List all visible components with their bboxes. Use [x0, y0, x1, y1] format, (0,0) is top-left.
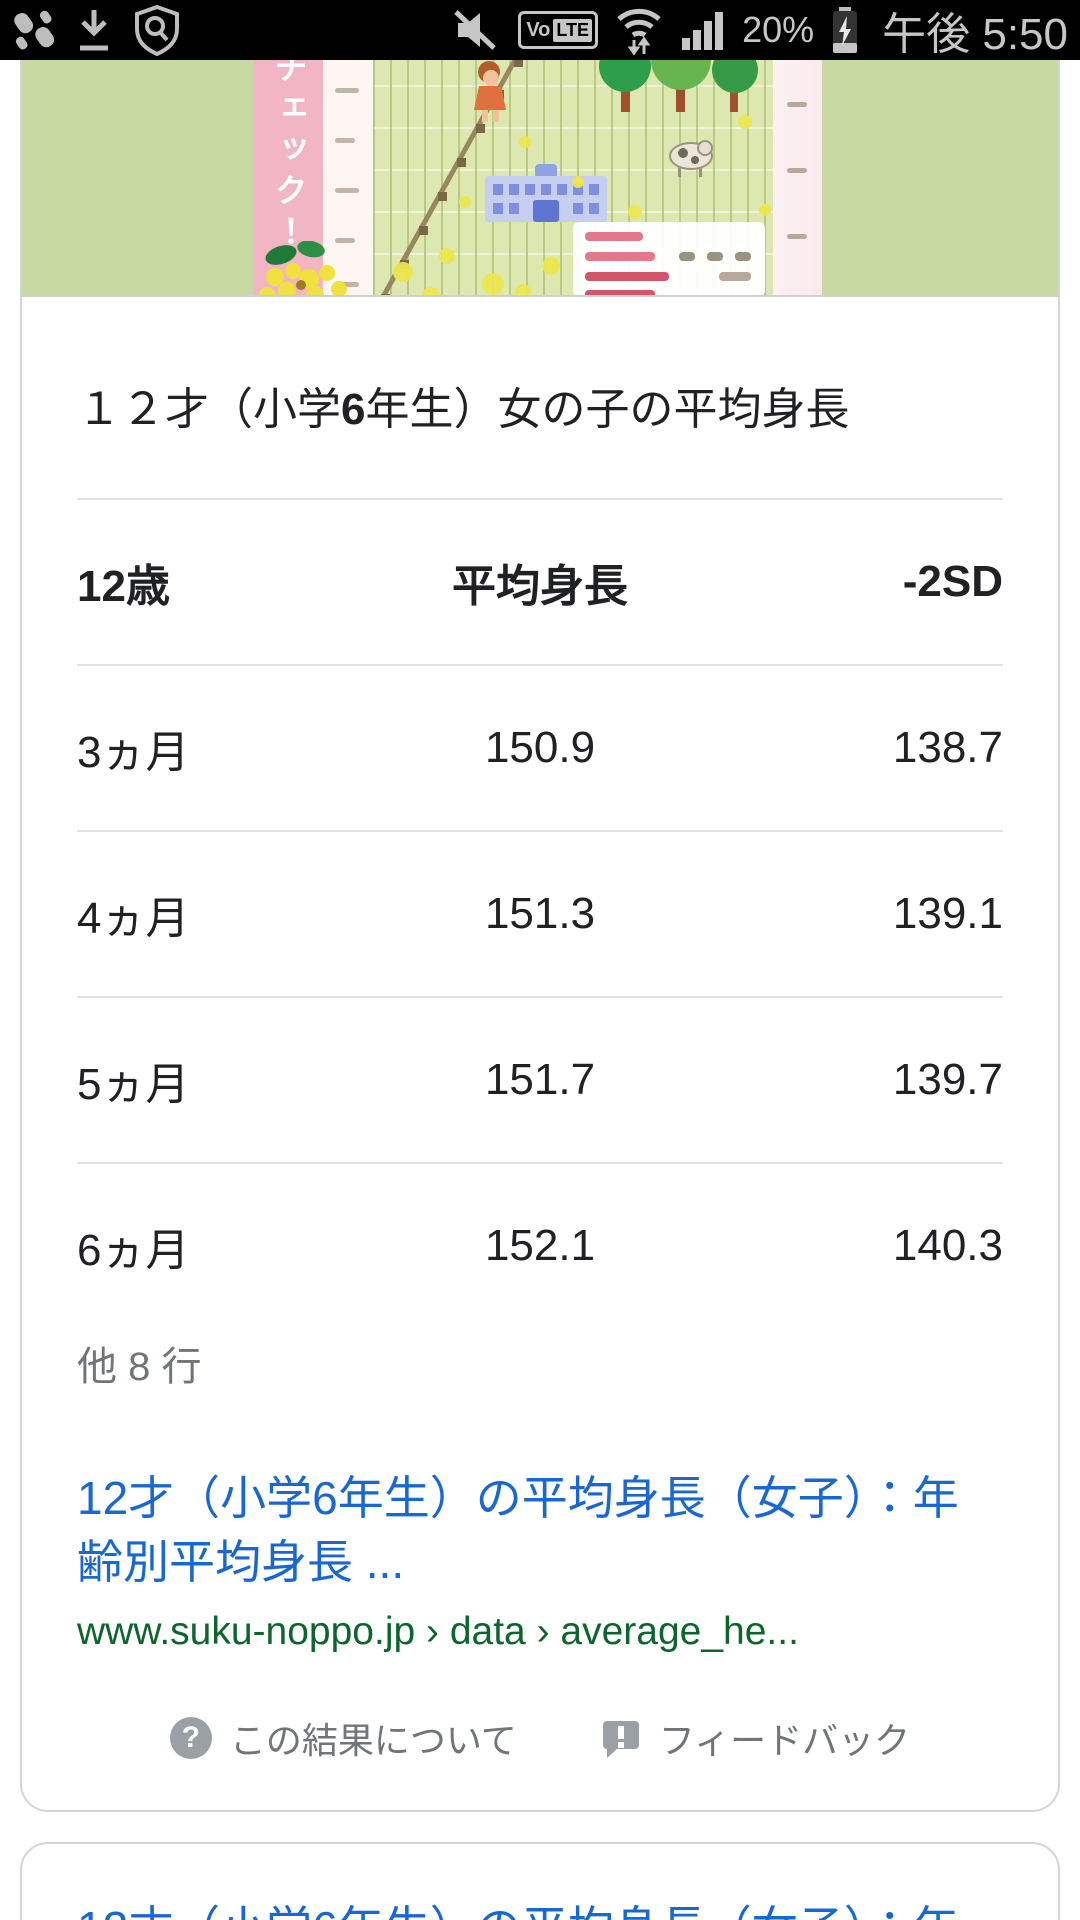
status-bar-left: [12, 4, 182, 56]
info-box: [573, 222, 765, 295]
table-header-average: 平均身長: [451, 562, 628, 612]
table-row: 5ヵ月 151.7 139.7: [77, 997, 1003, 1163]
volte-lte-label: LTE: [553, 18, 593, 42]
featured-snippet-card: チェック！: [20, 60, 1060, 1813]
table-row: 3ヵ月 150.9 138.7: [77, 665, 1003, 831]
help-circle-icon: ?: [169, 1717, 212, 1760]
app-pinwheel-icon: [14, 10, 55, 50]
table-cell-average: 151.7: [484, 1055, 596, 1105]
photo-right-axis: [773, 60, 822, 295]
about-this-result-button[interactable]: ? この結果について: [169, 1712, 517, 1764]
android-status-bar: Vo LTE 20%: [0, 0, 1080, 60]
wifi-arrows-icon: [617, 8, 661, 56]
table-cell-month: 5ヵ月: [77, 1060, 190, 1110]
table-cell-month: 3ヵ月: [77, 728, 190, 778]
feedback-bubble-icon: [602, 1721, 639, 1759]
clock-label: 午後 5:50: [882, 10, 1068, 59]
search-results-page: チェック！: [0, 60, 1080, 1920]
growth-chart-photo: チェック！: [253, 60, 822, 295]
volte-vo-label: Vo: [526, 18, 551, 41]
table-cell-average: 151.3: [484, 889, 596, 939]
table-header-row: 12歳 平均身長 -2SD: [77, 499, 1003, 666]
snippet-title: １２才（小学6年生）女の子の平均身長: [77, 381, 1003, 438]
result-link[interactable]: 12才（小学6年生）の平均身長（女子）：年齢別平均身長・成長曲線一覧 www.s…: [77, 1896, 1003, 1920]
table-header-minus2sd: -2SD: [902, 557, 1003, 607]
table-header-age: 12歳: [77, 562, 170, 612]
table-row: 4ヵ月 151.3 139.1: [77, 831, 1003, 997]
signal-bars-icon: [682, 12, 724, 50]
volte-badge: Vo LTE: [518, 11, 599, 49]
photo-chart-area: [373, 60, 773, 295]
table-cell-minus2sd: 139.7: [892, 1055, 1003, 1105]
organic-result-card: 12才（小学6年生）の平均身長（女子）：年齢別平均身長・成長曲線一覧 www.s…: [20, 1842, 1060, 1920]
battery-charging-icon: [833, 7, 858, 53]
about-this-result-label: この結果について: [229, 1720, 517, 1762]
trees-illustration: [599, 60, 758, 112]
table-cell-average: 150.9: [484, 723, 596, 773]
photo-vertical-caption: チェック！: [270, 60, 307, 255]
height-table: 12歳 平均身長 -2SD 3ヵ月 150.9 138.7 4ヵ月 151.3 …: [77, 498, 1003, 1328]
feedback-button[interactable]: フィードバック: [601, 1712, 910, 1764]
table-cell-minus2sd: 140.3: [892, 1221, 1003, 1271]
table-cell-month: 4ヵ月: [77, 894, 190, 944]
child-figure: [474, 61, 506, 122]
snippet-source-link[interactable]: 12才（小学6年生）の平均身長（女子）：年齢別平均身長 ... www.suku…: [77, 1466, 1003, 1654]
feedback-label: フィードバック: [658, 1720, 911, 1762]
shield-scan-icon: [135, 4, 179, 56]
download-icon: [80, 10, 108, 51]
snippet-link-title[interactable]: 12才（小学6年生）の平均身長（女子）：年齢別平均身長 ...: [77, 1472, 959, 1589]
flowers-illustration: [259, 241, 347, 295]
goat-figure: [669, 140, 713, 177]
photo-left-axis: [323, 60, 373, 295]
snippet-title-part2: 6: [341, 385, 366, 434]
snippet-footer: ? この結果について フィードバック: [77, 1712, 1003, 1764]
snippet-title-part3: 年生）女の子の平均身長: [365, 385, 850, 434]
result-link-title[interactable]: 12才（小学6年生）の平均身長（女子）：年齢別平均身長・成長曲線一覧: [77, 1896, 1003, 1920]
school-building: [485, 164, 607, 222]
hero-image[interactable]: チェック！: [22, 60, 1058, 297]
photo-chart-art: [381, 60, 771, 295]
table-row: 6ヵ月 152.1 140.3: [77, 1163, 1003, 1328]
table-cell-minus2sd: 139.1: [892, 889, 1003, 939]
battery-percent-label: 20%: [742, 9, 815, 50]
table-cell-month: 6ヵ月: [77, 1226, 190, 1276]
snippet-title-part1: １２才（小学: [77, 385, 341, 434]
status-bar-right: Vo LTE 20%: [450, 0, 1068, 62]
table-cell-minus2sd: 138.7: [892, 723, 1003, 773]
table-cell-average: 152.1: [484, 1221, 596, 1271]
yellow-blossoms: [393, 115, 771, 295]
mute-icon: [454, 10, 497, 50]
snippet-link-url[interactable]: www.suku-noppo.jp › data › average_he...: [77, 1610, 799, 1654]
more-rows-label: 他 8 行: [77, 1345, 202, 1390]
